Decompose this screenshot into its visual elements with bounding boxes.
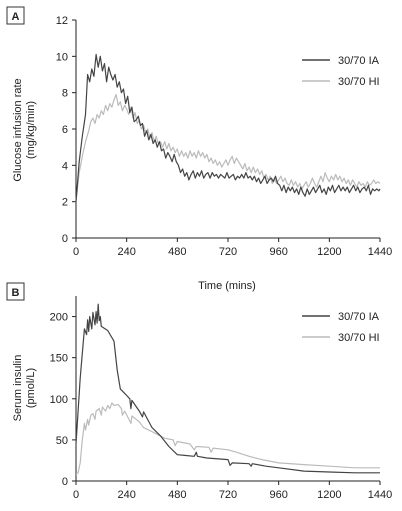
y-tick-label: 12 bbox=[56, 15, 68, 27]
panel-a-ylabel-line2: (mg/kg/min) bbox=[25, 101, 37, 159]
x-tick-label: 1440 bbox=[368, 489, 392, 501]
panel-b-label-box bbox=[6, 282, 25, 301]
panel-a-series-hi-line bbox=[75, 93, 381, 202]
x-tick-label: 480 bbox=[168, 246, 186, 258]
panel-b-chart: B Serum insulin (pmol/L) 30/70 IA 30/70 … bbox=[6, 282, 392, 501]
panel-a-ylabel-line1: Glucose infusion rate bbox=[12, 78, 24, 181]
y-tick-label: 50 bbox=[56, 435, 68, 447]
x-tick-label: 0 bbox=[73, 246, 79, 258]
x-tick-label: 1200 bbox=[317, 246, 341, 258]
panel-a-ylabel: Glucose infusion rate (mg/kg/min) bbox=[12, 78, 37, 181]
y-tick-label: 6 bbox=[62, 124, 68, 136]
y-tick-label: 0 bbox=[62, 233, 68, 245]
x-tick-label: 960 bbox=[269, 489, 287, 501]
y-tick-label: 10 bbox=[56, 51, 68, 63]
panel-b-series-ia-line bbox=[75, 303, 380, 474]
y-tick-label: 200 bbox=[50, 312, 68, 324]
x-tick-label: 720 bbox=[219, 246, 237, 258]
panel-b-series-hi-line bbox=[75, 402, 380, 475]
panel-b-legend: 30/70 IA 30/70 HI bbox=[302, 311, 380, 344]
panel-a-label: A bbox=[12, 11, 20, 23]
x-tick-label: 1200 bbox=[317, 489, 341, 501]
y-tick-label: 8 bbox=[62, 88, 68, 100]
panel-a-label-box bbox=[6, 6, 25, 25]
x-tick-label: 240 bbox=[117, 246, 135, 258]
panel-b-ylabel-line2: (pmol/L) bbox=[25, 368, 37, 408]
y-tick-label: 0 bbox=[62, 476, 68, 488]
y-tick-label: 4 bbox=[62, 160, 68, 172]
panel-b-ylabel: Serum insulin (pmol/L) bbox=[12, 355, 37, 422]
y-tick-label: 2 bbox=[62, 197, 68, 209]
panel-a-legend: 30/70 IA 30/70 HI bbox=[302, 55, 380, 88]
x-tick-label: 0 bbox=[73, 489, 79, 501]
x-tick-label: 960 bbox=[269, 246, 287, 258]
x-tick-label: 480 bbox=[168, 489, 186, 501]
legend-a-ia-label: 30/70 IA bbox=[338, 55, 380, 67]
legend-a-hi-label: 30/70 HI bbox=[338, 76, 380, 88]
panel-a-series-ia-line bbox=[75, 53, 381, 202]
panel-a-chart: A Glucose infusion rate (mg/kg/min) Time… bbox=[6, 6, 392, 292]
x-tick-label: 240 bbox=[117, 489, 135, 501]
panel-a-xlabel: Time (mins) bbox=[198, 280, 256, 292]
y-tick-label: 100 bbox=[50, 394, 68, 406]
x-tick-label: 720 bbox=[219, 489, 237, 501]
panel-b-ylabel-line1: Serum insulin bbox=[12, 355, 24, 422]
panel-b-label: B bbox=[12, 287, 20, 299]
y-tick-label: 150 bbox=[50, 353, 68, 365]
legend-b-hi-label: 30/70 HI bbox=[338, 332, 380, 344]
legend-b-ia-label: 30/70 IA bbox=[338, 311, 380, 323]
x-tick-label: 1440 bbox=[368, 246, 392, 258]
